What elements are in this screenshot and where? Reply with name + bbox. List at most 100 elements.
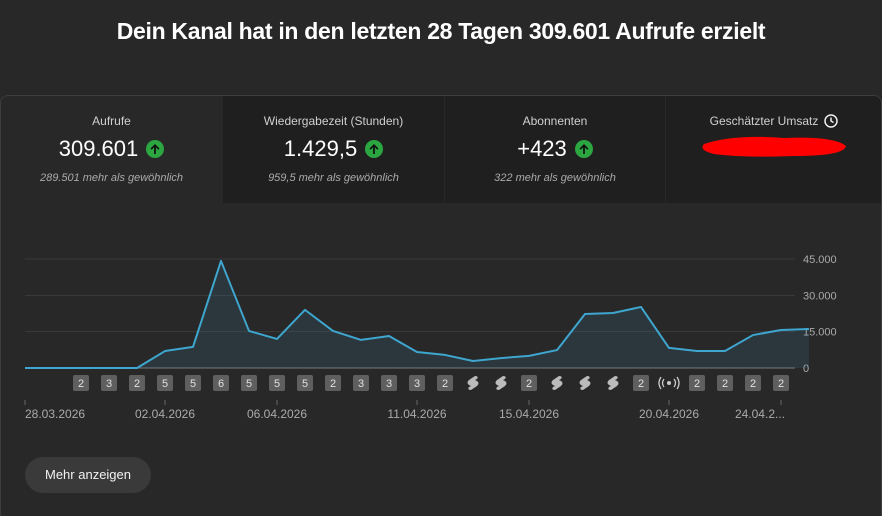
marker-count: 2	[722, 378, 728, 390]
metric-card[interactable]: Geschätzter Umsatz	[666, 96, 881, 203]
x-tick-label: 20.04.2026	[639, 407, 699, 421]
marker-count: 3	[106, 378, 112, 390]
day-marker: 2	[129, 375, 145, 391]
marker-count: 2	[694, 378, 700, 390]
marker-badge	[381, 375, 397, 391]
metric-value: 1.429,5	[283, 136, 358, 161]
page-title: Dein Kanal hat in den letzten 28 Tagen 3…	[116, 18, 766, 44]
marker-badge	[213, 375, 229, 391]
metric-value-row: +423	[445, 136, 665, 162]
marker-badge	[745, 375, 761, 391]
clock-icon	[824, 114, 839, 128]
day-marker: 2	[437, 375, 453, 391]
marker-count: 2	[750, 378, 756, 390]
shorts-icon	[495, 376, 507, 390]
metric-label: Abonnenten	[522, 114, 588, 128]
day-marker: 3	[101, 375, 117, 391]
y-tick-label: 0	[803, 363, 809, 375]
marker-badge	[129, 375, 145, 391]
x-tick-label: 15.04.2026	[499, 407, 559, 421]
metric-value-row: 1.429,5	[223, 136, 444, 162]
marker-badge	[297, 375, 313, 391]
y-tick-label: 45.000	[803, 254, 837, 266]
marker-count: 5	[246, 378, 252, 390]
analytics-panel: Aufrufe 309.601 289.501 mehr als gewöhnl…	[0, 95, 882, 516]
marker-badge	[101, 375, 117, 391]
marker-count: 2	[638, 378, 644, 390]
day-marker: 2	[325, 375, 341, 391]
day-marker: 3	[381, 375, 397, 391]
day-marker: 2	[773, 375, 789, 391]
metric-comparison: 289.501 mehr als gewöhnlich	[39, 172, 184, 184]
day-marker: 3	[409, 375, 425, 391]
metric-comparison: 322 mehr als gewöhnlich	[494, 172, 616, 184]
day-marker	[579, 376, 591, 390]
metric-label: Aufrufe	[92, 114, 131, 128]
shorts-icon	[607, 376, 619, 390]
marker-count: 2	[442, 378, 448, 390]
marker-badge	[157, 375, 173, 391]
area	[25, 260, 809, 368]
shorts-icon	[467, 376, 479, 390]
live-waves	[658, 376, 680, 390]
marker-count: 5	[302, 378, 308, 390]
marker-badge	[633, 375, 649, 391]
shorts-icon	[551, 376, 563, 390]
day-marker: 3	[353, 375, 369, 391]
metric-label: Geschätzter Umsatz	[709, 114, 819, 128]
day-marker: 5	[157, 375, 173, 391]
day-marker: 2	[633, 375, 649, 391]
marker-badge	[717, 375, 733, 391]
marker-count: 2	[778, 378, 784, 390]
metric-card[interactable]: Abonnenten +423 322 mehr als gewöhnlich	[445, 96, 665, 203]
day-marker: 5	[269, 375, 285, 391]
metric-card[interactable]: Wiedergabezeit (Stunden) 1.429,5 959,5 m…	[223, 96, 444, 203]
show-more-button[interactable]: Mehr anzeigen	[25, 457, 151, 493]
marker-badge	[521, 375, 537, 391]
x-tick-label: 11.04.2026	[387, 407, 446, 421]
marker-count: 3	[386, 378, 392, 390]
x-tick-label: 02.04.2026	[135, 407, 195, 421]
marker-badge	[437, 375, 453, 391]
marker-count: 2	[526, 378, 532, 390]
marker-count: 2	[134, 378, 140, 390]
line	[25, 259, 810, 369]
metric-label-row: Geschätzter Umsatz	[666, 114, 881, 128]
trend-up-icon	[574, 140, 593, 158]
redaction	[702, 136, 846, 157]
marker-count: 3	[358, 378, 364, 390]
day-marker: 2	[689, 375, 705, 391]
day-marker	[551, 376, 563, 390]
day-marker: 5	[241, 375, 257, 391]
day-marker: 2	[717, 375, 733, 391]
marker-count: 5	[274, 378, 280, 390]
marker-badge	[73, 375, 89, 391]
metric-label: Wiedergabezeit (Stunden)	[263, 114, 404, 128]
day-marker	[658, 376, 680, 390]
marker-badge	[241, 375, 257, 391]
metric-value: 309.601	[58, 136, 139, 161]
marker-badge	[773, 375, 789, 391]
marker-badge	[269, 375, 285, 391]
x-tick-label: 28.03.2026	[25, 407, 85, 421]
marker-badge	[185, 375, 201, 391]
day-marker: 2	[73, 375, 89, 391]
metric-value-row: 309.601	[1, 136, 222, 162]
marker-count: 2	[330, 378, 336, 390]
day-marker: 6	[213, 375, 229, 391]
day-marker	[467, 376, 479, 390]
marker-count: 5	[190, 378, 196, 390]
metric-card[interactable]: Aufrufe 309.601 289.501 mehr als gewöhnl…	[1, 96, 222, 203]
x-tick-label: 06.04.2026	[247, 407, 307, 421]
day-marker: 5	[297, 375, 313, 391]
shorts-icon	[579, 376, 591, 390]
marker-count: 3	[414, 378, 420, 390]
marker-count: 5	[162, 378, 168, 390]
metric-comparison: 959,5 mehr als gewöhnlich	[268, 172, 399, 184]
trend-up-icon	[146, 140, 165, 158]
day-marker: 2	[745, 375, 761, 391]
x-tick-label: 24.04.2...	[735, 407, 785, 421]
day-marker	[495, 376, 507, 390]
